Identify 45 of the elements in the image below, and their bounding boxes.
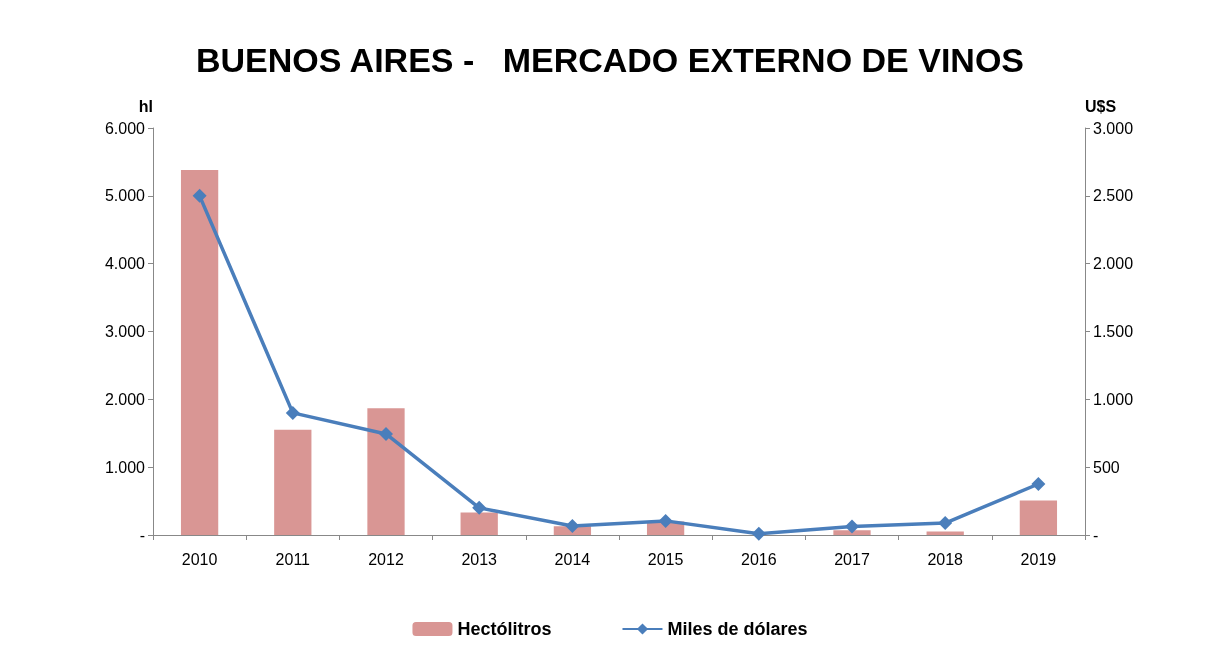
y-tick-label: 5.000 [104, 187, 146, 205]
point [192, 188, 207, 203]
point [938, 516, 953, 531]
point [751, 526, 766, 541]
point [658, 513, 673, 528]
x-tick-label: 2019 [1020, 550, 1057, 568]
bar [274, 429, 312, 535]
y2-tick-label: - [1093, 526, 1099, 544]
x-tick-label: 2013 [461, 550, 498, 568]
x-tick-label: 2012 [368, 550, 404, 568]
chart-title: BUENOS AIRES - MERCADO EXTERNO DE VINOS [195, 41, 1025, 79]
y2-tick-label: 2.500 [1093, 187, 1134, 205]
x-tick-label: 2015 [647, 550, 684, 568]
y-axis-title: hl [138, 97, 153, 115]
legend-label: Hectólitros [457, 619, 552, 639]
x-tick-label: 2014 [554, 550, 591, 568]
y2-tick-label: 2.000 [1093, 255, 1134, 273]
bar [1019, 500, 1058, 535]
y-tick-label: 3.000 [104, 323, 146, 340]
y-tick-label: - [139, 526, 145, 544]
point [565, 519, 580, 534]
point [1031, 476, 1046, 491]
bar [367, 408, 405, 535]
x-tick-label: 2016 [741, 550, 777, 568]
point [845, 519, 859, 534]
y-tick-label: 1.000 [104, 458, 146, 476]
x-tick-label: 2011 [275, 550, 311, 568]
point [379, 426, 393, 441]
bar [180, 170, 219, 535]
y2-tick-label: 1.000 [1093, 390, 1134, 408]
bar [833, 530, 871, 535]
y-tick-label: 4.000 [104, 255, 146, 273]
bar [460, 512, 498, 535]
y2-tick-label: 3.000 [1093, 119, 1134, 137]
x-tick-label: 2017 [834, 550, 870, 568]
point [472, 500, 487, 515]
y2-axis-title: U$S [1085, 97, 1117, 115]
y2-tick-label: 500 [1093, 458, 1120, 476]
legend-label: Miles de dólares [667, 619, 808, 639]
x-tick-label: 2010 [181, 550, 218, 568]
y2-tick-label: 1.500 [1093, 323, 1134, 340]
y-tick-label: 6.000 [104, 119, 146, 137]
x-tick-label: 2018 [927, 550, 964, 568]
y-tick-label: 2.000 [104, 390, 146, 408]
point [285, 405, 300, 420]
